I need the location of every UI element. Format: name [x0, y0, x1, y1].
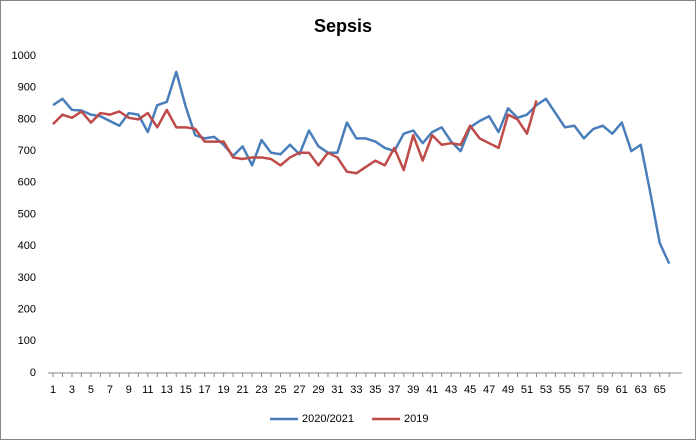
y-tick-label: 300	[18, 272, 36, 284]
y-tick-label: 800	[18, 113, 36, 125]
y-tick-label: 700	[18, 145, 36, 157]
y-tick-label: 100	[18, 335, 36, 347]
y-tick-label: 400	[18, 240, 36, 252]
x-tick-label: 43	[445, 384, 457, 396]
x-tick-label: 47	[483, 384, 495, 396]
chart-title: Sepsis	[314, 16, 372, 36]
x-tick-label: 29	[312, 384, 324, 396]
y-tick-label: 500	[18, 208, 36, 220]
x-tick-label: 53	[540, 384, 552, 396]
x-tick-label: 33	[350, 384, 362, 396]
legend-label: 2019	[404, 413, 428, 425]
x-tick-label: 37	[388, 384, 400, 396]
x-tick-label: 17	[199, 384, 211, 396]
x-tick-label: 41	[426, 384, 438, 396]
x-tick-label: 45	[464, 384, 476, 396]
x-tick-label: 13	[161, 384, 173, 396]
x-tick-label: 3	[69, 384, 75, 396]
y-tick-label: 1000	[12, 50, 36, 62]
x-tick-label: 19	[218, 384, 230, 396]
x-tick-label: 39	[407, 384, 419, 396]
x-tick-label: 7	[107, 384, 113, 396]
x-tick-label: 11	[142, 384, 153, 396]
y-tick-label: 600	[18, 177, 36, 189]
series-line	[52, 100, 538, 175]
x-tick-label: 55	[559, 384, 571, 396]
x-tick-label: 61	[616, 384, 628, 396]
x-tick-label: 63	[635, 384, 647, 396]
series-line	[52, 70, 671, 265]
x-tick-label: 21	[236, 384, 248, 396]
x-tick-label: 59	[597, 384, 609, 396]
x-tick-label: 23	[255, 384, 267, 396]
x-tick-label: 49	[502, 384, 514, 396]
x-tick-label: 1	[50, 384, 56, 396]
x-tick-label: 51	[521, 384, 533, 396]
legend-label: 2020/2021	[302, 413, 354, 425]
y-tick-label: 200	[18, 304, 36, 316]
x-tick-label: 15	[180, 384, 192, 396]
x-tick-label: 57	[578, 384, 590, 396]
x-tick-label: 9	[126, 384, 132, 396]
x-tick-label: 5	[88, 384, 94, 396]
x-tick-label: 31	[331, 384, 343, 396]
y-tick-label: 0	[30, 367, 36, 379]
x-tick-label: 25	[274, 384, 286, 396]
x-tick-label: 65	[654, 384, 666, 396]
y-tick-label: 900	[18, 82, 36, 94]
x-tick-label: 35	[369, 384, 381, 396]
x-tick-label: 27	[293, 384, 305, 396]
